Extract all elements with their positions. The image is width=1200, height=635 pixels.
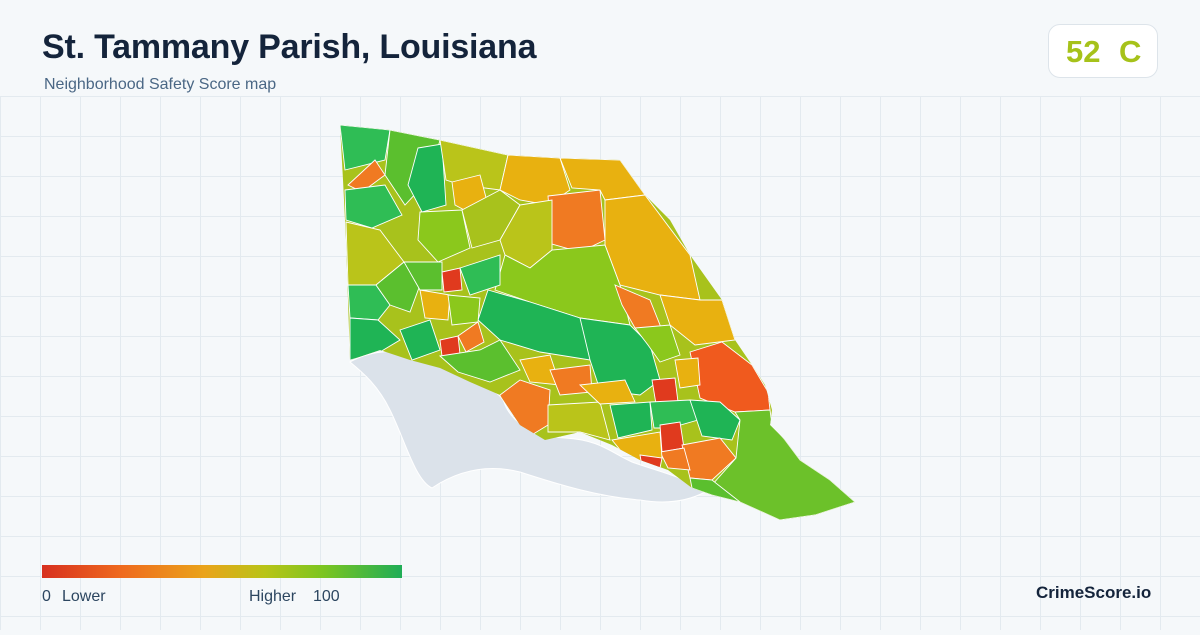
census-tract[interactable] — [674, 357, 701, 389]
census-tract[interactable] — [419, 289, 451, 321]
census-tract[interactable] — [438, 339, 521, 383]
census-tract[interactable] — [407, 143, 447, 213]
census-tract[interactable] — [681, 437, 737, 481]
census-tract[interactable] — [417, 209, 471, 263]
legend-color-scale — [42, 565, 402, 578]
census-tract[interactable] — [547, 189, 606, 253]
brand-name: CrimeScore.io — [1036, 583, 1152, 602]
census-tract[interactable] — [447, 294, 481, 326]
census-tract[interactable] — [547, 401, 611, 441]
page-title: St. Tammany Parish, Louisiana — [42, 28, 537, 66]
overall-score-value: 52 — [1066, 34, 1101, 69]
legend-min-value: 0 — [42, 588, 51, 605]
census-tract[interactable] — [659, 447, 691, 471]
census-tract[interactable] — [403, 261, 443, 291]
census-tract[interactable] — [659, 421, 685, 453]
census-tract[interactable] — [457, 321, 485, 353]
census-tract[interactable] — [399, 319, 441, 361]
legend-max-label: Higher — [249, 588, 297, 605]
census-tract[interactable] — [609, 401, 653, 439]
legend-min-label: Lower — [62, 588, 106, 605]
legend-max-value: 100 — [313, 588, 340, 605]
header — [0, 0, 1200, 96]
census-tract[interactable] — [579, 317, 661, 396]
census-tract[interactable] — [347, 284, 391, 321]
page-subtitle: Neighborhood Safety Score map — [44, 76, 277, 93]
census-tract[interactable] — [651, 377, 679, 405]
census-tract[interactable] — [689, 399, 741, 441]
census-tract[interactable] — [441, 267, 463, 293]
census-tract[interactable] — [344, 184, 403, 229]
census-tract[interactable] — [649, 399, 699, 429]
overall-score-grade: C — [1119, 34, 1142, 69]
tract-layer — [340, 125, 855, 520]
overall-score-card: 52 C — [1048, 24, 1158, 78]
census-tract[interactable] — [689, 477, 741, 503]
census-tract[interactable] — [375, 261, 421, 313]
census-tract[interactable] — [689, 341, 771, 413]
census-tract[interactable] — [634, 324, 681, 363]
census-tract[interactable] — [349, 317, 401, 361]
census-tract[interactable] — [578, 379, 636, 405]
census-tract[interactable] — [459, 254, 501, 296]
